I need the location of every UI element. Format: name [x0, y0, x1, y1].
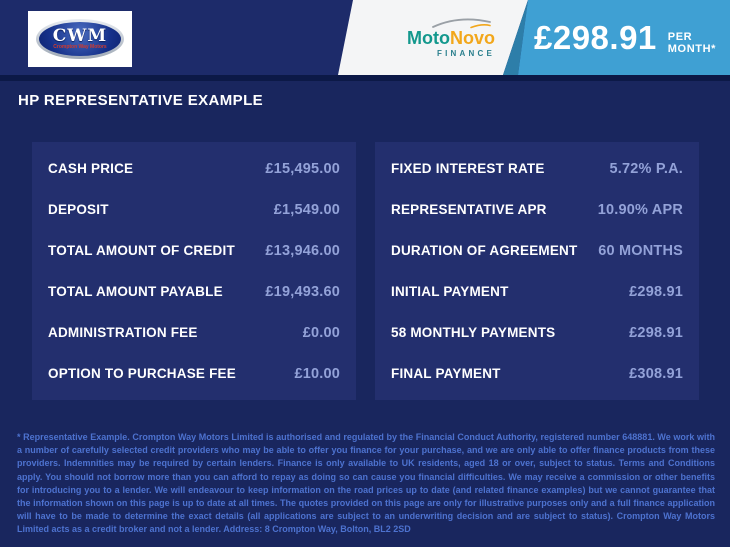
table-row: REPRESENTATIVE APR 10.90% APR — [375, 202, 699, 218]
header-white-parallelogram — [338, 0, 528, 75]
row-label: INITIAL PAYMENT — [391, 284, 509, 299]
row-value: £15,495.00 — [265, 160, 340, 177]
table-row: 58 MONTHLY PAYMENTS £298.91 — [375, 325, 699, 341]
finance-table-right: FIXED INTEREST RATE 5.72% P.A. REPRESENT… — [375, 142, 699, 400]
car-swoosh-icon — [432, 18, 491, 29]
dealer-logo-name: Crompton Way Motors — [53, 43, 107, 50]
dealer-logo-abbr: CWM — [52, 25, 108, 46]
brand-part-novo: Novo — [450, 28, 495, 48]
table-row: FINAL PAYMENT £308.91 — [375, 366, 699, 382]
monthly-price-block: £298.91 PER MONTH* — [534, 0, 730, 75]
row-label: CASH PRICE — [48, 161, 134, 176]
table-row: ADMINISTRATION FEE £0.00 — [32, 325, 356, 341]
header-blue-section — [518, 0, 730, 75]
row-label: TOTAL AMOUNT PAYABLE — [48, 284, 223, 299]
row-value: 60 MONTHS — [598, 242, 683, 259]
row-value: £1,549.00 — [273, 201, 340, 218]
row-value: £298.91 — [629, 324, 683, 341]
dealer-logo: CWM Crompton Way Motors — [28, 11, 132, 67]
row-value: £298.91 — [629, 283, 683, 300]
row-label: FINAL PAYMENT — [391, 366, 501, 381]
row-label: FIXED INTEREST RATE — [391, 161, 545, 176]
row-label: DEPOSIT — [48, 202, 109, 217]
table-row: DEPOSIT £1,549.00 — [32, 202, 356, 218]
row-value: 10.90% APR — [597, 201, 683, 218]
header-divider — [0, 75, 730, 81]
dealer-logo-oval-inner: CWM Crompton Way Motors — [39, 22, 121, 56]
table-row: CASH PRICE £15,495.00 — [32, 161, 356, 177]
brand-part-moto: Moto — [407, 28, 450, 48]
table-row: OPTION TO PURCHASE FEE £10.00 — [32, 366, 356, 382]
finance-table-left: CASH PRICE £15,495.00 DEPOSIT £1,549.00 … — [32, 142, 356, 400]
finance-brand-wordmark: MotoNovo — [383, 29, 495, 47]
row-value: £19,493.60 — [265, 283, 340, 300]
monthly-price-suffix: PER MONTH* — [667, 30, 717, 55]
table-row: INITIAL PAYMENT £298.91 — [375, 284, 699, 300]
row-value: 5.72% P.A. — [609, 160, 683, 177]
table-row: TOTAL AMOUNT PAYABLE £19,493.60 — [32, 284, 356, 300]
table-row: TOTAL AMOUNT OF CREDIT £13,946.00 — [32, 243, 356, 259]
row-label: TOTAL AMOUNT OF CREDIT — [48, 243, 235, 258]
row-value: £0.00 — [302, 324, 340, 341]
table-row: DURATION OF AGREEMENT 60 MONTHS — [375, 243, 699, 259]
table-row: FIXED INTEREST RATE 5.72% P.A. — [375, 161, 699, 177]
disclaimer-text: * Representative Example. Crompton Way M… — [17, 432, 715, 535]
row-value: £308.91 — [629, 365, 683, 382]
dealer-logo-oval: CWM Crompton Way Motors — [36, 19, 124, 59]
row-label: ADMINISTRATION FEE — [48, 325, 198, 340]
monthly-price: £298.91 — [534, 18, 657, 56]
finance-brand-subtitle: FINANCE — [437, 49, 495, 58]
row-label: OPTION TO PURCHASE FEE — [48, 366, 236, 381]
row-value: £10.00 — [294, 365, 340, 382]
row-label: DURATION OF AGREEMENT — [391, 243, 578, 258]
row-label: REPRESENTATIVE APR — [391, 202, 547, 217]
row-label: 58 MONTHLY PAYMENTS — [391, 325, 556, 340]
finance-brand-logo: MotoNovo FINANCE — [383, 16, 495, 58]
row-value: £13,946.00 — [265, 242, 340, 259]
page-title: HP REPRESENTATIVE EXAMPLE — [18, 92, 264, 109]
